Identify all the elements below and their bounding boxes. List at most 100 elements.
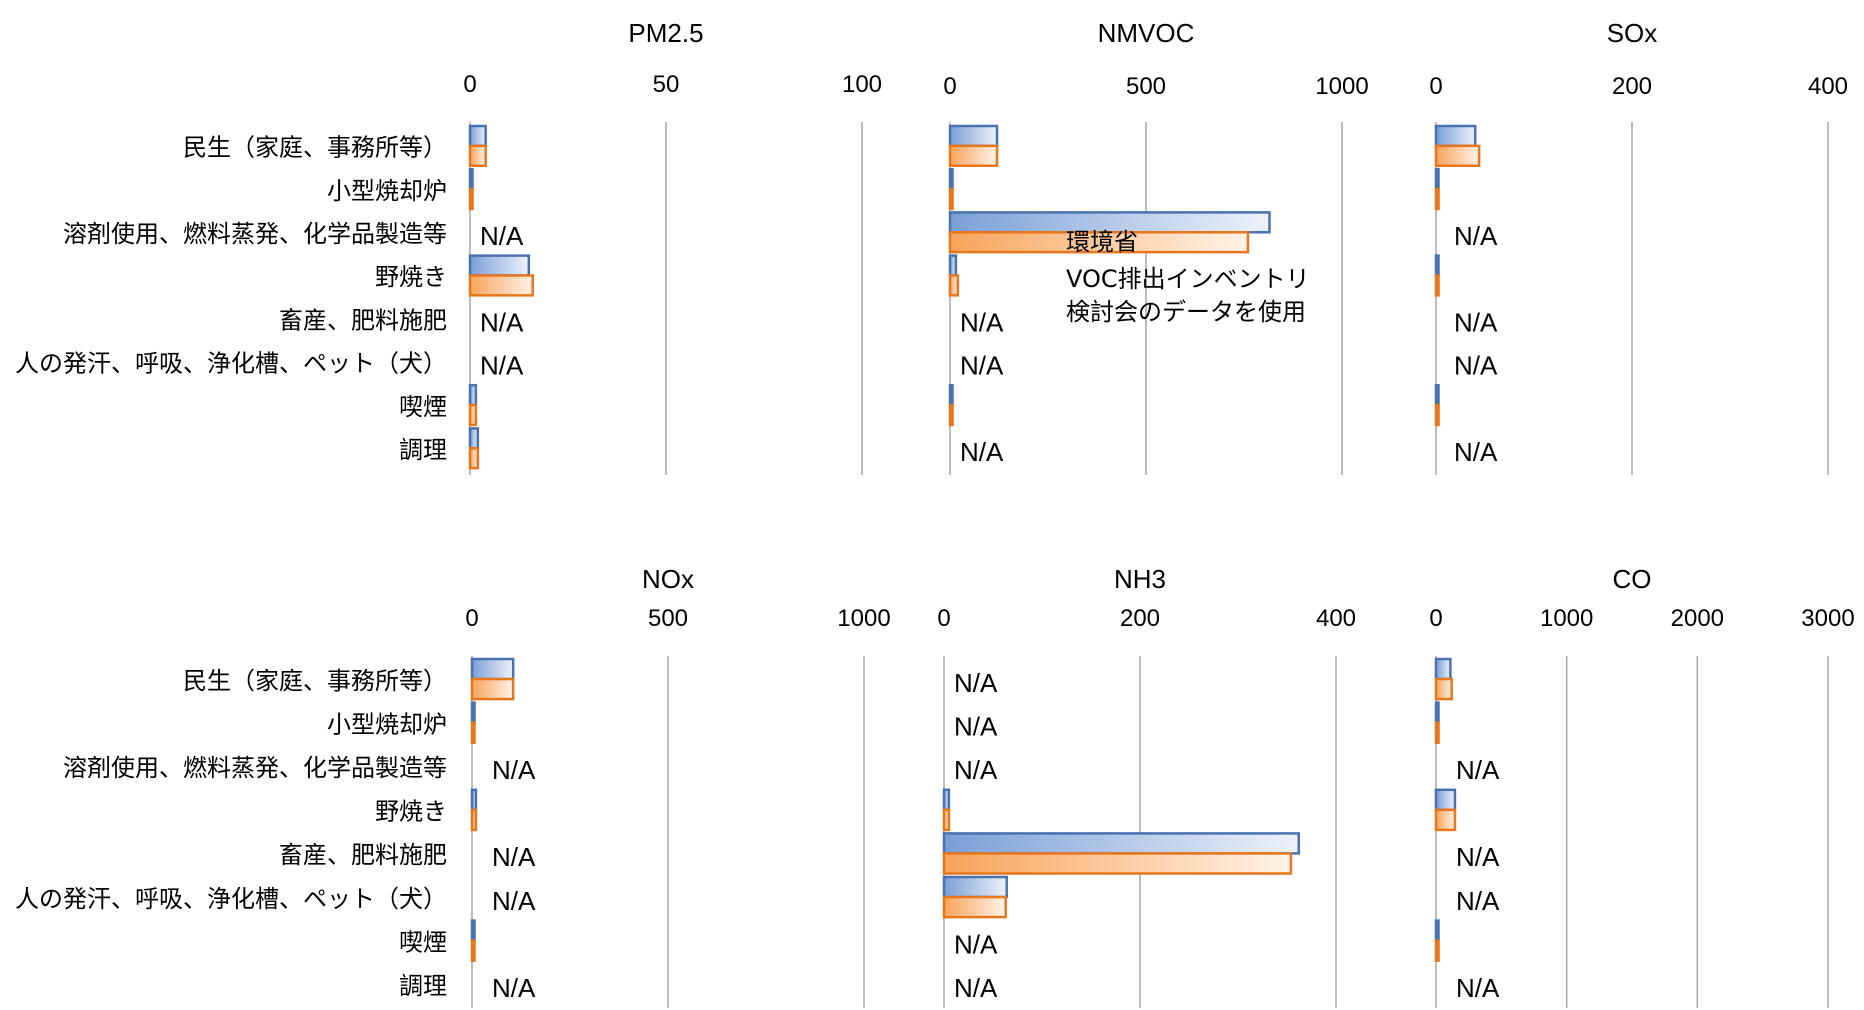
na-label: N/A [954, 755, 998, 785]
bar-series2 [468, 274, 534, 297]
na-label: N/A [954, 668, 998, 698]
panel-title: PM2.5 [628, 18, 703, 48]
tick-label: 100 [842, 71, 882, 98]
na-label: N/A [1454, 437, 1498, 467]
bar-series2 [1434, 939, 1440, 962]
bar-series1 [942, 875, 1008, 899]
bar-series1 [948, 254, 958, 277]
bar-series1 [1434, 657, 1452, 681]
bar-series2 [470, 677, 515, 701]
category-label: 野焼き [375, 263, 447, 291]
bar-series2 [948, 403, 954, 427]
bar-series1 [468, 254, 531, 277]
na-label: N/A [960, 437, 1004, 467]
bar-series1 [1434, 254, 1440, 277]
category-label: 野焼き [375, 798, 447, 826]
tick-label: 400 [1316, 605, 1356, 632]
tick-label: 500 [648, 605, 688, 632]
tick-label: 0 [465, 605, 478, 632]
bar-series1 [468, 167, 474, 191]
bar-series1 [468, 427, 480, 450]
panel-title: NH3 [1114, 564, 1166, 594]
na-label: N/A [492, 886, 536, 916]
bar-series1 [1434, 919, 1440, 942]
na-label: N/A [954, 711, 998, 741]
na-label: N/A [480, 307, 524, 337]
panel-title: NMVOC [1098, 18, 1195, 48]
tick-label: 3000 [1801, 605, 1854, 632]
bar-series2 [948, 144, 999, 167]
na-label: N/A [1456, 755, 1500, 785]
tick-label: 2000 [1671, 605, 1724, 632]
category-label: 民生（家庭、事務所等） [183, 134, 447, 162]
category-label: 畜産、肥料施肥 [279, 841, 447, 869]
bar-series2 [468, 403, 478, 427]
bar-series1 [1434, 788, 1457, 812]
na-label: N/A [480, 221, 524, 251]
tick-label: 0 [937, 605, 950, 632]
annotation-line: 検討会のデータを使用 [1066, 298, 1306, 326]
bar-series1 [470, 919, 476, 942]
annotation-line: 環境省 [1066, 228, 1138, 256]
category-label: 畜産、肥料施肥 [279, 306, 447, 334]
na-label: N/A [1456, 886, 1500, 916]
category-label: 民生（家庭、事務所等） [183, 667, 447, 695]
na-label: N/A [1454, 351, 1498, 381]
bar-series1 [948, 124, 999, 148]
tick-label: 1000 [1540, 605, 1593, 632]
na-label: N/A [492, 842, 536, 872]
na-label: N/A [954, 929, 998, 959]
na-label: N/A [1456, 842, 1500, 872]
category-label: 溶剤使用、燃料蒸発、化学品製造等 [63, 754, 447, 782]
panel-title: NOx [642, 564, 694, 594]
category-label: 喫煙 [399, 393, 447, 421]
na-label: N/A [1456, 973, 1500, 1003]
bar-series2 [1434, 403, 1440, 427]
bar-series1 [948, 167, 954, 191]
tick-label: 0 [943, 73, 956, 100]
bar-series1 [948, 383, 954, 407]
na-label: N/A [960, 351, 1004, 381]
bar-series2 [942, 852, 1293, 875]
panel-title: CO [1613, 564, 1652, 594]
tick-label: 1000 [837, 605, 890, 632]
tick-label: 200 [1120, 605, 1160, 632]
category-label: 調理 [399, 972, 447, 1000]
category-label: 人の発汗、呼吸、浄化槽、ペット（犬） [15, 350, 447, 378]
tick-label: 500 [1126, 73, 1166, 100]
na-label: N/A [492, 973, 536, 1003]
category-label: 人の発汗、呼吸、浄化槽、ペット（犬） [15, 885, 447, 913]
tick-label: 0 [1429, 73, 1442, 100]
tick-label: 0 [463, 71, 476, 98]
bar-series1 [1434, 701, 1440, 724]
bar-series2 [1434, 274, 1440, 297]
bar-series2 [948, 187, 954, 211]
bar-series2 [1434, 721, 1440, 744]
bar-series2 [470, 721, 476, 744]
bar-series2 [1434, 677, 1453, 701]
tick-label: 50 [653, 71, 680, 98]
bar-series2 [468, 144, 487, 167]
category-label: 小型焼却炉 [327, 177, 447, 205]
bar-series1 [942, 788, 951, 812]
bar-series1 [470, 701, 476, 724]
category-label: 溶剤使用、燃料蒸発、化学品製造等 [63, 220, 447, 248]
bar-series2 [942, 808, 951, 832]
bar-series2 [468, 447, 480, 470]
panel-title: SOx [1607, 18, 1658, 48]
bar-series2 [470, 808, 478, 832]
tick-label: 200 [1612, 73, 1652, 100]
bar-series2 [948, 231, 1250, 254]
bar-series2 [942, 895, 1007, 919]
na-label: N/A [1454, 221, 1498, 251]
category-label: 調理 [399, 436, 447, 464]
tick-label: 0 [1429, 605, 1442, 632]
bar-series2 [470, 939, 476, 962]
bar-series1 [468, 124, 487, 148]
bar-series1 [1434, 124, 1477, 148]
na-label: N/A [1454, 307, 1498, 337]
tick-label: 1000 [1315, 73, 1368, 100]
bar-series1 [470, 788, 478, 812]
tick-label: 400 [1808, 73, 1848, 100]
